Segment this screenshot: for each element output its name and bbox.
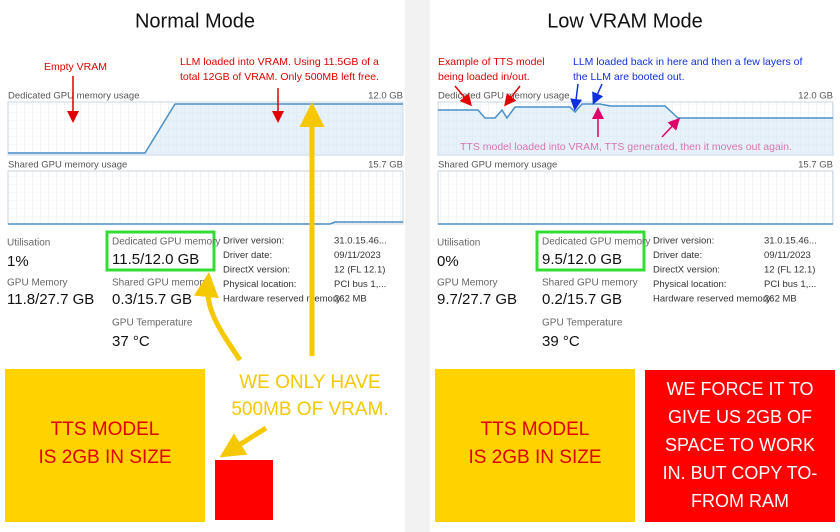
divider — [405, 0, 430, 532]
detail-label: DirectX version: — [223, 265, 290, 276]
panel-title: Low VRAM Mode — [547, 10, 703, 32]
callout-text: TTS MODEL — [51, 419, 160, 440]
arrow — [570, 83, 583, 111]
warning-text: IN. BUT COPY TO- — [663, 463, 818, 483]
detail-value: 09/11/2023 — [334, 250, 381, 261]
stat-value: 37 °C — [112, 333, 150, 350]
callout-text: IS 2GB IN SIZE — [38, 447, 171, 468]
detail-label: Driver version: — [223, 236, 284, 247]
callout-text: TTS MODEL — [481, 419, 590, 440]
detail-label: Driver date: — [223, 250, 272, 261]
graph-max: 15.7 GB — [798, 160, 833, 171]
stat-label: Shared GPU memory — [542, 278, 638, 289]
stat-label: GPU Memory — [437, 278, 498, 289]
arrow — [219, 425, 268, 458]
stat-value: 9.5/12.0 GB — [542, 251, 622, 268]
detail-value: PCI bus 1,... — [334, 279, 386, 290]
detail-value: 09/11/2023 — [764, 250, 811, 261]
annotation: Example of TTS model — [438, 56, 545, 68]
graph-label: Dedicated GPU memory usage — [438, 91, 569, 102]
panel-title: Normal Mode — [135, 10, 255, 32]
graph-max: 12.0 GB — [798, 91, 833, 102]
graph-max: 15.7 GB — [368, 160, 403, 171]
detail-label: Driver date: — [653, 250, 702, 261]
usage-line — [8, 103, 403, 154]
detail-label: DirectX version: — [653, 265, 720, 276]
warning-box — [645, 370, 835, 522]
annotation: LLM loaded back in here and then a few l… — [573, 56, 802, 68]
callout-text: IS 2GB IN SIZE — [468, 447, 601, 468]
arrow — [504, 85, 521, 107]
stat-value: 11.5/12.0 GB — [112, 251, 199, 268]
arrow — [454, 85, 472, 107]
detail-label: Hardware reserved memory: — [223, 294, 343, 305]
stat-label: Utilisation — [7, 238, 50, 249]
warning-text: WE ONLY HAVE — [239, 372, 380, 393]
detail-label: Driver version: — [653, 236, 714, 247]
detail-label: Physical location: — [653, 279, 726, 290]
stat-label: GPU Temperature — [542, 318, 623, 329]
annotation: Empty VRAM — [44, 61, 107, 73]
graph-box — [437, 170, 834, 225]
stat-label: Dedicated GPU memory — [112, 237, 220, 248]
stat-value: 0.3/15.7 GB — [112, 291, 192, 308]
annotation: LLM loaded into VRAM. Using 11.5GB of a — [180, 56, 379, 68]
stat-label: Utilisation — [437, 238, 480, 249]
callout-box — [435, 369, 635, 522]
stat-value: 1% — [7, 253, 29, 270]
usage-line — [438, 103, 833, 120]
arrows — [67, 76, 681, 458]
warning-text: GIVE US 2GB OF — [668, 407, 812, 427]
graph-box — [7, 170, 404, 225]
callout-box — [5, 369, 205, 522]
red-block — [215, 460, 273, 520]
highlight-box — [535, 230, 646, 272]
usage-area — [438, 104, 833, 155]
annotation: the LLM are booted out. — [573, 71, 685, 83]
detail-label: Hardware reserved memory: — [653, 294, 773, 305]
stat-value: 11.8/27.7 GB — [7, 291, 94, 308]
detail-value: 31.0.15.46... — [764, 236, 817, 247]
annotation: being loaded in/out. — [438, 71, 530, 83]
detail-label: Physical location: — [223, 279, 296, 290]
stat-label: Dedicated GPU memory — [542, 237, 650, 248]
stat-label: Shared GPU memory — [112, 278, 208, 289]
warning-text: SPACE TO WORK — [665, 435, 815, 455]
stat-value: 0% — [437, 253, 459, 270]
graph-max: 12.0 GB — [368, 91, 403, 102]
detail-value: 12 (FL 12.1) — [334, 265, 385, 276]
highlight-box — [105, 230, 216, 272]
warning-text: 500MB OF VRAM. — [231, 399, 388, 420]
warning-text: FROM RAM — [691, 491, 789, 511]
annotation: total 12GB of VRAM. Only 500MB left free… — [180, 71, 379, 83]
detail-value: 262 MB — [334, 294, 367, 305]
arrow — [193, 272, 243, 362]
stat-value: 39 °C — [542, 333, 580, 350]
graph-label: Shared GPU memory usage — [8, 160, 127, 171]
usage-line — [8, 221, 403, 225]
warning-text: WE FORCE IT TO — [666, 379, 813, 399]
arrow — [661, 117, 681, 138]
detail-value: PCI bus 1,... — [764, 279, 816, 290]
graph-label: Shared GPU memory usage — [438, 160, 557, 171]
stat-label: GPU Temperature — [112, 318, 193, 329]
detail-value: 12 (FL 12.1) — [764, 265, 815, 276]
arrow — [592, 83, 604, 105]
detail-value: 262 MB — [764, 294, 797, 305]
stat-value: 9.7/27.7 GB — [437, 291, 517, 308]
detail-value: 31.0.15.46... — [334, 236, 387, 247]
stat-label: GPU Memory — [7, 278, 68, 289]
stat-value: 0.2/15.7 GB — [542, 291, 622, 308]
